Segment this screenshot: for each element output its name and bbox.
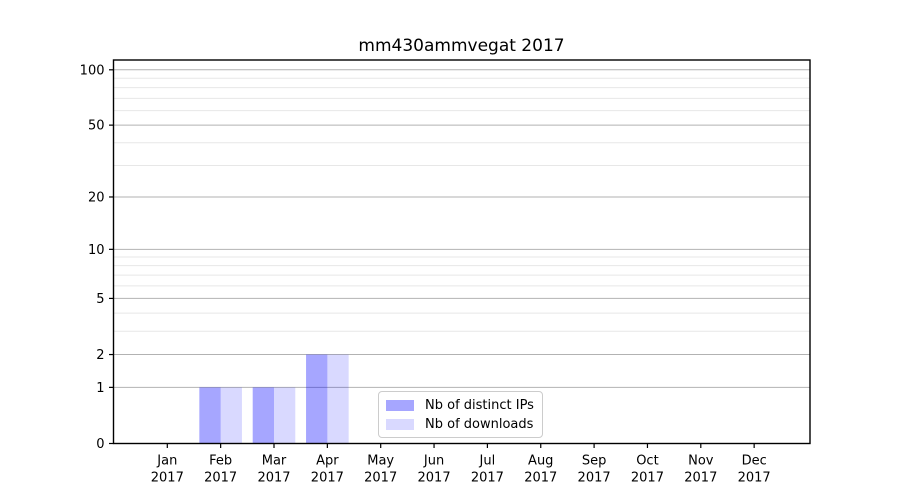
legend-label-downloads: Nb of downloads xyxy=(425,416,534,432)
x-tick-label: Apr 2017 xyxy=(311,454,344,486)
plot-border xyxy=(112,59,811,445)
x-tick-label: Aug 2017 xyxy=(524,454,557,486)
bar-downloads xyxy=(220,387,242,444)
x-tick-label: Nov 2017 xyxy=(684,454,717,486)
bar-distinct-ips xyxy=(252,387,274,444)
x-tick-label: Feb 2017 xyxy=(204,454,237,486)
y-tick-label: 1 xyxy=(96,381,104,396)
legend-label-distinct-ips: Nb of distinct IPs xyxy=(425,397,534,413)
legend: Nb of distinct IPs Nb of downloads xyxy=(378,391,543,438)
bar-downloads xyxy=(327,354,349,444)
bar-downloads xyxy=(274,387,296,444)
legend-swatch-distinct-ips xyxy=(386,399,414,411)
x-tick-label: Sep 2017 xyxy=(578,454,611,486)
y-tick-label: 20 xyxy=(88,190,105,205)
legend-swatch-downloads xyxy=(386,418,414,430)
legend-item-downloads: Nb of downloads xyxy=(386,417,542,432)
x-tick-label: Mar 2017 xyxy=(257,454,290,486)
x-tick-label: Oct 2017 xyxy=(631,454,664,486)
y-tick-label: 100 xyxy=(80,63,105,78)
y-tick-label: 0 xyxy=(96,437,104,452)
y-tick-label: 10 xyxy=(88,243,105,258)
y-tick-label: 50 xyxy=(88,119,105,134)
legend-item-distinct-ips: Nb of distinct IPs xyxy=(386,398,542,413)
x-tick-label: May 2017 xyxy=(364,454,397,486)
bar-distinct-ips xyxy=(199,387,221,444)
chart-title: mm430ammvegat 2017 xyxy=(358,36,565,56)
x-tick-label: Dec 2017 xyxy=(738,454,771,486)
bar-distinct-ips xyxy=(306,354,328,444)
x-tick-label: Jul 2017 xyxy=(471,454,504,486)
x-tick-label: Jan 2017 xyxy=(151,454,184,486)
y-tick-label: 2 xyxy=(96,348,104,363)
y-tick-label: 5 xyxy=(96,292,104,307)
x-tick-label: Jun 2017 xyxy=(418,454,451,486)
